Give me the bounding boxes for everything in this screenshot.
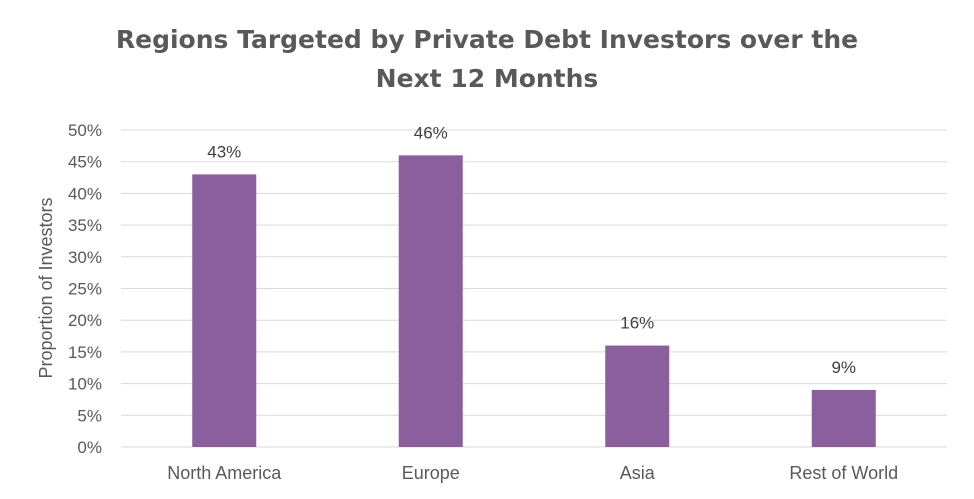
y-tick-label: 45% bbox=[68, 153, 102, 172]
y-tick-label: 10% bbox=[68, 375, 102, 394]
y-tick-label: 50% bbox=[68, 121, 102, 140]
chart-title-line-2: Next 12 Months bbox=[375, 64, 599, 93]
y-tick-label: 30% bbox=[68, 248, 102, 267]
y-tick-label: 0% bbox=[77, 438, 102, 457]
x-category-label: Asia bbox=[620, 463, 656, 483]
y-tick-label: 25% bbox=[68, 280, 102, 299]
y-tick-label: 20% bbox=[68, 311, 102, 330]
x-category-label: North America bbox=[167, 463, 282, 483]
y-tick-label: 35% bbox=[68, 216, 102, 235]
data-label: 43% bbox=[207, 142, 241, 161]
x-category-label: Europe bbox=[402, 463, 460, 483]
data-labels: 43% 46% 16% 9% bbox=[207, 123, 856, 377]
data-label: 9% bbox=[831, 358, 856, 377]
chart-title: Regions Targeted by Private Debt Investo… bbox=[0, 20, 974, 98]
bar bbox=[811, 389, 876, 447]
data-label: 16% bbox=[620, 314, 654, 333]
y-axis-title: Proportion of Investors bbox=[36, 197, 56, 378]
y-tick-label: 15% bbox=[68, 343, 102, 362]
data-label: 46% bbox=[414, 123, 448, 142]
bars bbox=[192, 155, 876, 448]
bar bbox=[398, 155, 463, 448]
y-axis-ticks: 0% 5% 10% 15% 20% 25% 30% 35% 40% 45% 50% bbox=[68, 121, 102, 457]
x-axis-labels: North America Europe Asia Rest of World bbox=[167, 463, 898, 483]
chart-title-line-1: Regions Targeted by Private Debt Investo… bbox=[115, 25, 859, 54]
gridlines bbox=[121, 129, 947, 448]
bar bbox=[192, 174, 257, 447]
bar bbox=[605, 345, 670, 447]
y-tick-label: 40% bbox=[68, 184, 102, 203]
x-category-label: Rest of World bbox=[789, 463, 898, 483]
y-tick-label: 5% bbox=[77, 406, 102, 425]
